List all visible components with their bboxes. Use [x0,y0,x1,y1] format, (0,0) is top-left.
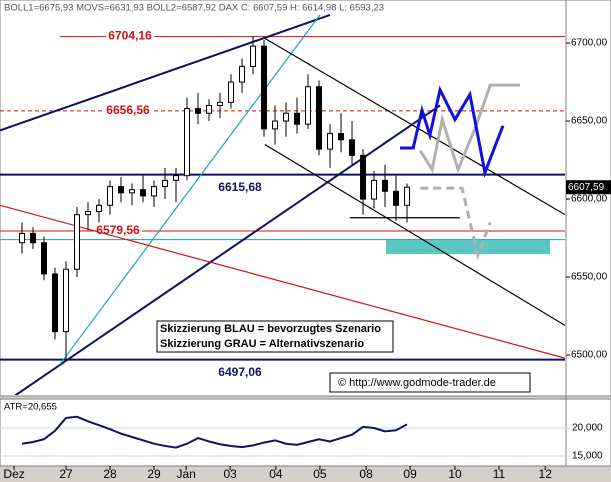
y-tick-label: 6700,00 [571,38,608,49]
x-tick-label: Jan [176,467,195,481]
candle-body [52,273,59,333]
atr-label: ATR=20,655 [4,402,57,413]
trend-line [59,14,321,365]
level-label: 6497,06 [218,365,262,379]
trend-line [14,104,441,395]
level-label-bg [104,102,153,117]
annotation-box [156,320,394,353]
candle-body [129,189,136,194]
x-tick-label: 08 [359,467,373,481]
y-tick-label: 15,000 [572,451,603,462]
candle-body [107,186,114,206]
candle-body [195,108,202,114]
y-tick-label: 6600,00 [571,194,608,205]
level-label: 6579,56 [96,223,140,237]
x-tick-label: 12 [539,467,553,481]
level-label: 6656,56 [106,103,150,117]
candle-body [239,65,246,83]
credit-box [329,372,531,393]
candle-body [283,112,290,122]
price-tag-label: 6607,59 [568,182,605,193]
candle-body [338,133,345,141]
atr-line [21,415,408,449]
candle-body [162,179,169,188]
candle-body [118,186,125,194]
candle-body [140,189,147,197]
price-tag-box [566,180,611,195]
candle-body [294,112,301,125]
candle-body [393,190,400,206]
candle-body [85,211,92,216]
scenario-path [418,83,521,174]
y-tick-label: 20,000 [572,423,603,434]
candle-body [228,81,235,103]
y-tick-label: 6500,00 [571,350,608,361]
atr-panel [0,398,611,467]
candle-body [272,120,279,130]
annotation: Skizzierung BLAU = bevorzugtes Szenario [160,323,381,335]
candle-body [30,232,37,244]
level-label: 6615,68 [218,180,262,194]
candle-body [41,242,48,275]
candle-body [261,45,268,130]
header: BOLL1=6675,93 MOVS=6631,93 BOLL2=6587,92… [4,3,384,14]
x-tick-label: 29 [147,467,161,481]
candle-body [371,179,378,200]
level-label-bg [106,28,155,43]
candle-body [173,175,180,181]
candle-body [360,154,367,200]
candle-body [63,268,70,333]
x-tick-label: 09 [403,467,417,481]
candle-body [19,232,26,244]
scenario-path [420,186,492,261]
candle-body [217,101,224,106]
trend-line [264,37,565,216]
candle-body [96,204,103,213]
candle-body [151,186,158,197]
scenario-path [399,85,505,178]
trend-line [0,204,565,359]
x-tick-label: 05 [313,467,327,481]
y-tick-label: 6650,00 [571,116,608,127]
x-tick-label: 10 [448,467,462,481]
candle-body [316,86,323,150]
candle-body [74,214,81,270]
y-tick-label: 6550,00 [571,272,608,283]
x-tick-label: 03 [223,467,237,481]
target-zone [385,240,551,255]
candle-body [206,104,213,114]
level-label: 6704,16 [108,29,152,43]
candle-body [382,179,389,192]
annotation: Skizzierung GRAU = Alternativszenario [160,338,364,350]
x-tick-label: Dez [3,467,24,481]
x-tick-label: 27 [59,467,73,481]
plot: 6704,16 6656,56 6615,68 6579,56 6497,06 [0,14,565,395]
candle-body [327,133,334,150]
candle-body [404,186,411,206]
candle-body [184,108,191,177]
trend-line [0,14,331,132]
candle-body [349,139,356,156]
trend-line [264,143,565,326]
candle-body [305,86,312,125]
credit: © http://www.godmode-trader.de [338,377,496,389]
x-tick-label: 11 [493,467,506,481]
x-tick-label: 04 [269,467,283,481]
candle-body [250,45,257,67]
x-tick-label: 28 [103,467,117,481]
